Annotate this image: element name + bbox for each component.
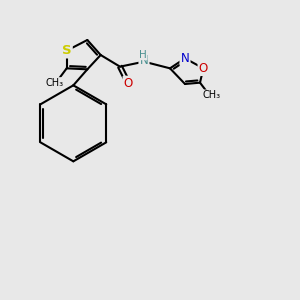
Text: CH₃: CH₃ xyxy=(46,78,64,88)
Text: S: S xyxy=(62,44,71,57)
Text: H: H xyxy=(139,50,147,60)
Text: O: O xyxy=(124,77,133,90)
Text: O: O xyxy=(199,62,208,75)
Text: N: N xyxy=(140,54,148,67)
Text: N: N xyxy=(181,52,189,65)
Text: CH₃: CH₃ xyxy=(202,90,220,100)
